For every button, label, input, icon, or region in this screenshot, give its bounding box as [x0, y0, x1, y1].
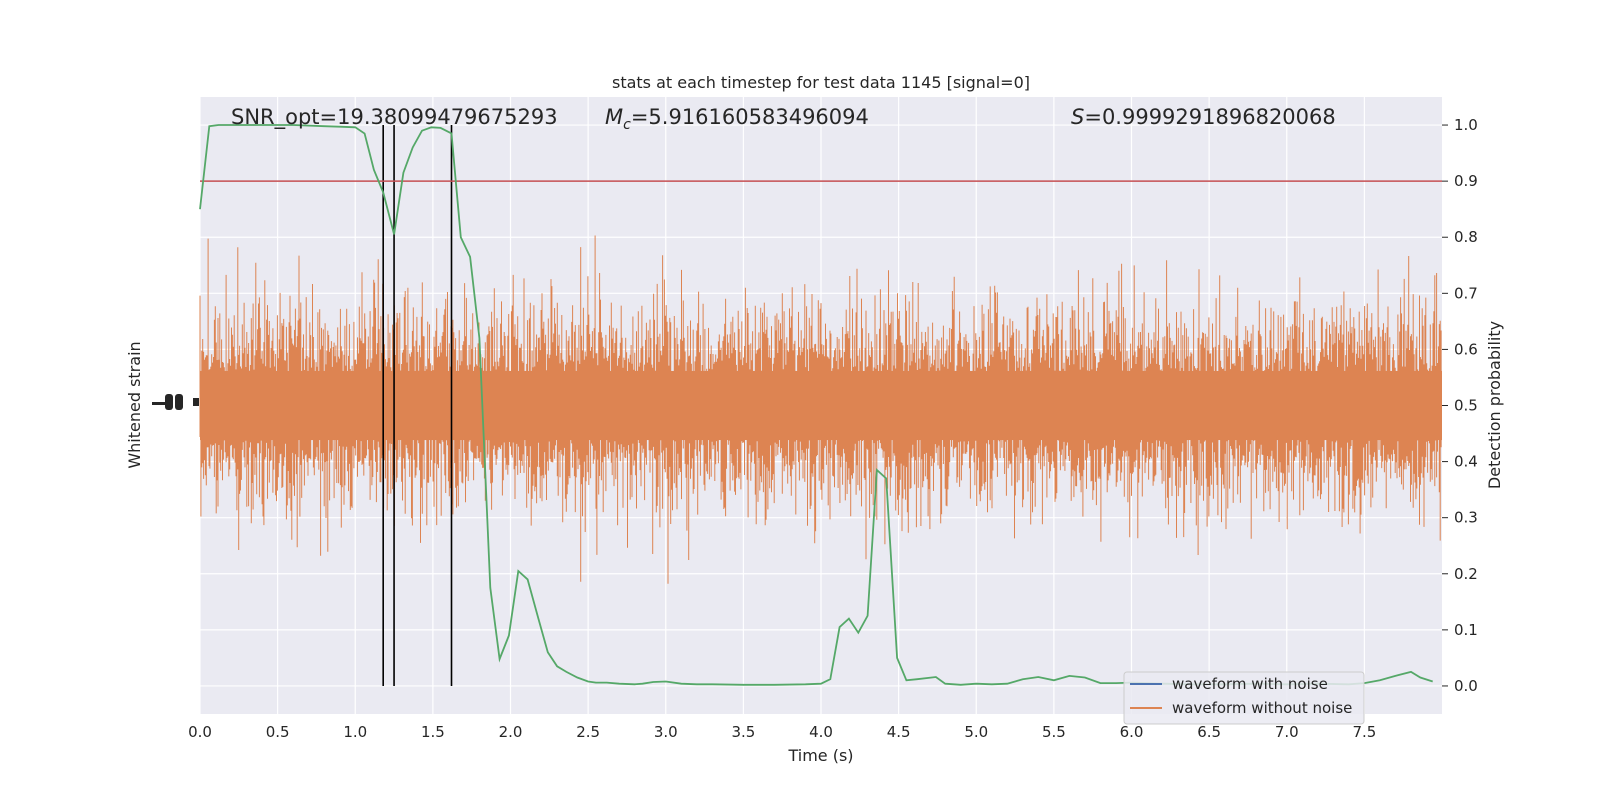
- y-tick-label: 0.2: [1454, 565, 1478, 583]
- statistic-annotation: S=0.9999291896820068: [1071, 105, 1336, 129]
- x-axis-title: Time (s): [787, 746, 853, 765]
- x-tick-label: 2.5: [576, 723, 600, 741]
- y-tick-label: 0.0: [1454, 677, 1478, 695]
- x-axis-ticks: 0.0 0.5 1.0 1.5 2.0 2.5 3.0 3.5 4.0 4.5 5.0 5.5 6.0 6…: [188, 723, 1376, 741]
- snr-annotation: SNR_opt=19.38099479675293: [231, 105, 558, 130]
- noise-waveform-trace: [199, 235, 1442, 584]
- x-tick-label: 0.5: [266, 723, 290, 741]
- detection-probability-line: [199, 124, 1433, 686]
- y-axis-left-title: Whitened strain: [125, 341, 144, 468]
- x-tick-label: 5.0: [964, 723, 988, 741]
- y-tick-label: 0.6: [1454, 340, 1478, 358]
- legend-label-with-noise: waveform with noise: [1172, 675, 1328, 693]
- legend-label-without-noise: waveform without noise: [1172, 699, 1352, 717]
- y-tick-label: 0.8: [1454, 228, 1478, 246]
- x-tick-label: 7.5: [1352, 723, 1376, 741]
- y-tick-label: 0.4: [1454, 453, 1478, 471]
- legend-box: [1123, 671, 1365, 725]
- y-tick-label: 0.9: [1454, 172, 1478, 190]
- chirp-mass-annotation: Mc=5.916160583496094: [605, 105, 869, 133]
- plot-title: stats at each timestep for test data 114…: [612, 73, 1030, 92]
- x-tick-label: 4.0: [809, 723, 833, 741]
- whitened-strain-series: [199, 235, 1442, 584]
- x-tick-label: 5.5: [1042, 723, 1066, 741]
- x-tick-label: 7.0: [1275, 723, 1299, 741]
- x-tick-label: 6.0: [1120, 723, 1144, 741]
- x-tick-label: 1.5: [421, 723, 445, 741]
- x-tick-label: 0.0: [188, 723, 212, 741]
- x-tick-label: 3.5: [731, 723, 755, 741]
- x-tick-label: 1.0: [343, 723, 367, 741]
- y-tick-label: 1.0: [1454, 116, 1478, 134]
- y-axis-right-ticks: 0.0 0.1 0.2 0.3 0.4 0.5 0.6 0.7 0.8 0.9 1.0: [1442, 116, 1478, 695]
- x-tick-label: 2.0: [499, 723, 523, 741]
- x-tick-label: 4.5: [887, 723, 911, 741]
- legend: waveform with noise waveform without noi…: [1123, 671, 1365, 725]
- y-tick-label: 0.1: [1454, 621, 1478, 639]
- y-tick-label: 0.7: [1454, 284, 1478, 302]
- x-tick-label: 3.0: [654, 723, 678, 741]
- left-axis-squished-ticks: [152, 394, 199, 410]
- y-tick-label: 0.5: [1454, 397, 1478, 415]
- y-axis-right-title: Detection probability: [1485, 321, 1504, 489]
- y-tick-label: 0.3: [1454, 509, 1478, 527]
- marker-lines: [382, 125, 453, 686]
- x-tick-label: 6.5: [1197, 723, 1221, 741]
